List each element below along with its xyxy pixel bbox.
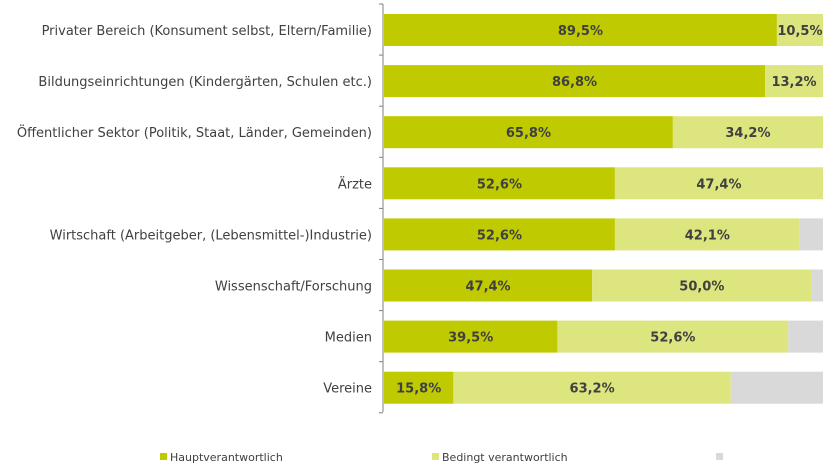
bar-segment-series-2: [776, 14, 823, 46]
category-label: Vereine: [323, 382, 372, 397]
value-label: 50,0%: [679, 280, 724, 295]
value-label: 47,4%: [696, 177, 741, 192]
value-label: 13,2%: [771, 75, 816, 90]
bar-segment-series-2: [557, 320, 789, 353]
value-label: 63,2%: [570, 382, 615, 397]
bar-segment-series-1: [384, 116, 673, 149]
bar-segment-series-1: [384, 269, 593, 302]
legend-swatch: [160, 453, 167, 460]
category-label: Wirtschaft (Arbeitgeber, (Lebensmittel-)…: [50, 228, 372, 243]
value-label: 47,4%: [465, 280, 510, 295]
bar-segment-series-3: [730, 371, 823, 404]
axis-ticks: [379, 3, 383, 414]
legend-swatch: [716, 453, 723, 460]
bar-segment-series-1: [384, 371, 454, 404]
bar-segment-series-2: [614, 167, 823, 200]
value-label: 42,1%: [685, 228, 730, 243]
bar-segment-series-3: [811, 269, 823, 302]
bar-segment-series-1: [384, 14, 777, 46]
bar-segment-series-3: [799, 218, 823, 251]
bar-segment-series-2: [765, 65, 823, 98]
value-label: 65,8%: [506, 126, 551, 141]
bar-segment-series-2: [614, 218, 800, 251]
category-label: Öffentlicher Sektor (Politik, Staat, Län…: [17, 124, 372, 141]
value-label: 15,8%: [396, 382, 441, 397]
value-label: 89,5%: [558, 24, 603, 39]
value-label: 39,5%: [448, 331, 493, 346]
legend: Hauptverantwortlich Bedingt verantwortlic…: [160, 451, 723, 464]
legend-swatch: [432, 453, 439, 460]
value-label: 34,2%: [725, 126, 770, 141]
bar-segment-series-2: [453, 371, 731, 404]
bar-segment-series-3: [788, 320, 823, 353]
category-label: Medien: [325, 331, 372, 346]
value-label: 10,5%: [777, 24, 822, 39]
category-label: Privater Bereich (Konsument selbst, Elte…: [42, 24, 372, 39]
value-label: 52,6%: [650, 331, 695, 346]
bar-segment-series-1: [384, 320, 558, 353]
bars-group: 89,5% 10,5% 86,8% 13,2% 65,8% 34,2% 52,6% 47,4%…: [384, 14, 823, 404]
bar-segment-series-2: [672, 116, 823, 149]
value-label: 52,6%: [477, 177, 522, 192]
category-label: Wissenschaft/Forschung: [215, 280, 372, 295]
bar-segment-series-1: [384, 218, 615, 251]
category-label: Ärzte: [338, 176, 372, 192]
bar-segment-series-1: [384, 167, 615, 200]
bar-segment-series-1: [384, 65, 766, 98]
category-label: Bildungseinrichtungen (Kindergärten, Sch…: [38, 75, 372, 90]
value-label: 86,8%: [552, 75, 597, 90]
legend-label: Hauptverantwortlich: [170, 451, 283, 464]
legend-label: Bedingt verantwortlich: [442, 451, 568, 464]
value-label: 52,6%: [477, 228, 522, 243]
category-labels: Privater Bereich (Konsument selbst, Elte…: [17, 24, 372, 397]
bar-segment-series-2: [592, 269, 812, 302]
